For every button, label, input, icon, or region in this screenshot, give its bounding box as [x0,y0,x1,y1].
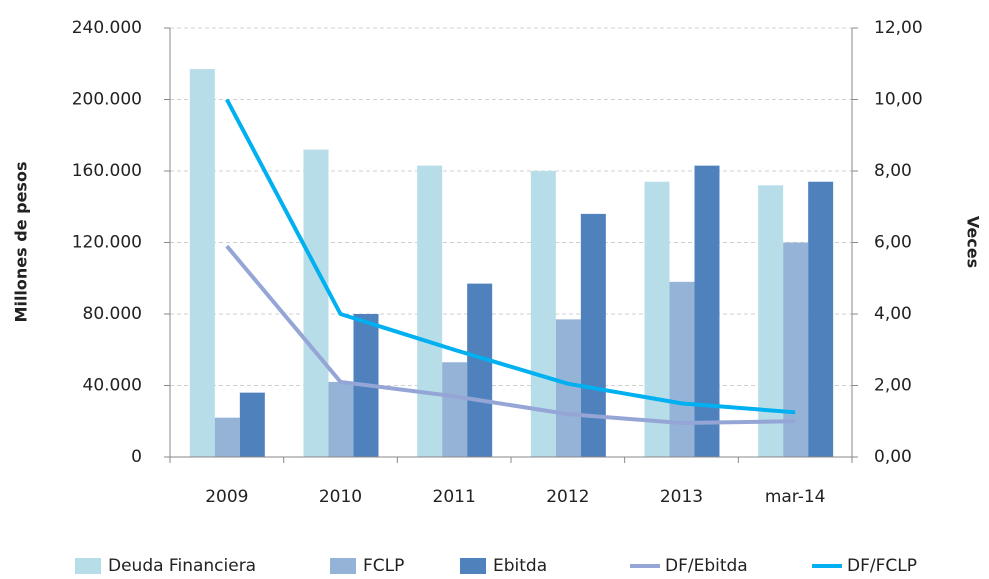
bar [328,381,354,457]
y-tick-label: 240.000 [72,18,142,38]
bar [467,283,493,457]
bar [239,392,265,457]
bar [580,213,606,457]
x-tick-label: 2012 [546,487,589,507]
y2-tick-label: 8,00 [874,161,912,181]
line [225,98,796,415]
legend-swatch [75,558,101,574]
y-tick-label: 120.000 [72,233,142,253]
legend-label: FCLP [363,556,404,576]
bar [442,362,468,457]
x-tick-label: mar-14 [765,487,826,507]
x-tick-label: 2009 [205,487,248,507]
bar [808,181,834,457]
bar [303,149,329,458]
bar [783,242,809,457]
x-tick-label: 2010 [319,487,362,507]
legend-label: Ebitda [493,556,547,576]
line [225,244,796,426]
y-tick-label: 160.000 [72,161,142,181]
bar [758,185,784,458]
bar [644,181,670,457]
y2-tick-label: 6,00 [874,233,912,253]
legend-label: DF/Ebitda [665,556,748,576]
y2-tick-label: 4,00 [874,304,912,324]
y-tick-label: 40.000 [83,376,142,396]
bar [214,417,240,457]
y-tick-label: 200.000 [72,90,142,110]
bar [555,319,581,457]
bar [417,165,443,457]
x-tick-label: 2011 [433,487,476,507]
y2-tick-label: 10,00 [874,90,923,110]
y-tick-label: 0 [131,447,142,467]
y2-tick-label: 12,00 [874,18,923,38]
y2-tick-label: 0,00 [874,447,912,467]
y2-axis-title: Veces [964,216,983,268]
legend-swatch [330,558,356,574]
bar [530,171,556,457]
y2-tick-label: 2,00 [874,376,912,396]
bar [189,69,215,458]
y-axis-title: Millones de pesos [12,162,31,323]
y-tick-label: 80.000 [83,304,142,324]
legend-label: DF/FCLP [847,556,917,576]
bar [694,165,720,457]
legend-label: Deuda Financiera [108,556,256,576]
x-tick-label: 2013 [660,487,703,507]
legend-swatch [460,558,486,574]
bar [669,281,695,457]
